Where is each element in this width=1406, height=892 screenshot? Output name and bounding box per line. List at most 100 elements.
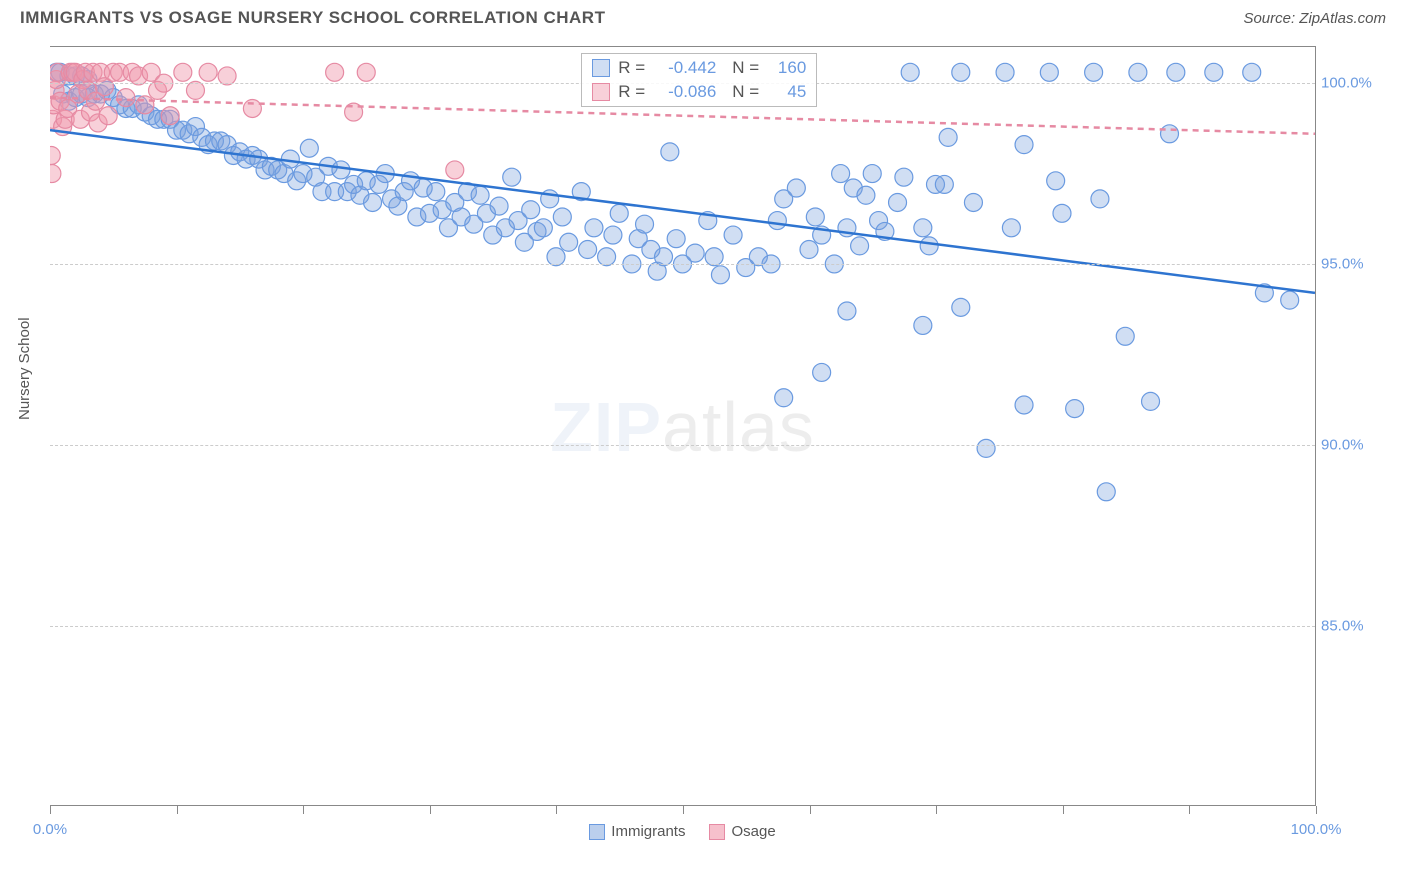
stats-r-label: R = [618,58,648,78]
data-point [1142,392,1160,410]
data-point [686,244,704,262]
data-point [604,226,622,244]
data-point [952,298,970,316]
data-point [1002,219,1020,237]
data-point [661,143,679,161]
data-point [655,248,673,266]
x-tick [177,806,178,814]
data-point [610,204,628,222]
stats-n-value: 160 [770,58,806,78]
data-point [851,237,869,255]
stats-n-value: 45 [770,82,806,102]
legend-swatch [589,824,605,840]
x-tick [936,806,937,814]
data-point [636,215,654,233]
data-point [1161,125,1179,143]
x-tick [303,806,304,814]
data-point [136,96,154,114]
y-tick-label: 95.0% [1321,256,1377,273]
data-point [199,63,217,81]
data-point [99,107,117,125]
grid-line [50,264,1315,265]
data-point [300,139,318,157]
legend-label: Immigrants [611,823,685,840]
data-point [1116,327,1134,345]
data-point [547,248,565,266]
data-point [1091,190,1109,208]
data-point [914,316,932,334]
data-point [446,161,464,179]
x-tick [1316,806,1317,814]
y-tick-label: 100.0% [1321,75,1377,92]
stats-swatch [592,83,610,101]
data-point [326,63,344,81]
legend-item: Osage [709,823,775,840]
data-point [857,186,875,204]
x-tick [430,806,431,814]
chart-area: ZIPatlas 85.0%90.0%95.0%100.0% 0.0%100.0… [50,46,1316,806]
x-tick [50,806,51,814]
bottom-legend: Immigrants Osage [50,823,1315,840]
data-point [50,146,60,164]
scatter-plot [50,47,1315,806]
data-point [357,63,375,81]
grid-line [50,445,1315,446]
data-point [1097,483,1115,501]
data-point [1047,172,1065,190]
stats-r-value: -0.442 [656,58,716,78]
data-point [838,302,856,320]
data-point [503,168,521,186]
y-axis-label: Nursery School [16,317,33,420]
data-point [1281,291,1299,309]
data-point [952,63,970,81]
data-point [560,233,578,251]
data-point [768,212,786,230]
stats-row: R = -0.442 N = 160 [582,56,816,80]
stats-r-value: -0.086 [656,82,716,102]
source-label: Source: ZipAtlas.com [1243,10,1386,27]
legend-swatch [709,824,725,840]
data-point [939,128,957,146]
chart-title: IMMIGRANTS VS OSAGE NURSERY SCHOOL CORRE… [20,8,605,28]
data-point [935,175,953,193]
x-tick [1063,806,1064,814]
data-point [1243,63,1261,81]
stats-n-label: N = [732,82,762,102]
data-point [332,161,350,179]
data-point [1015,136,1033,154]
data-point [1167,63,1185,81]
data-point [889,194,907,212]
data-point [863,165,881,183]
data-point [901,63,919,81]
data-point [585,219,603,237]
stats-n-label: N = [732,58,762,78]
data-point [711,266,729,284]
data-point [490,197,508,215]
x-tick [810,806,811,814]
data-point [161,107,179,125]
data-point [964,194,982,212]
data-point [787,179,805,197]
data-point [1205,63,1223,81]
data-point [117,89,135,107]
data-point [895,168,913,186]
data-point [579,241,597,259]
x-tick [556,806,557,814]
data-point [914,219,932,237]
data-point [724,226,742,244]
data-point [996,63,1014,81]
stats-r-label: R = [618,82,648,102]
stats-box: R = -0.442 N = 160 R = -0.086 N = 45 [581,53,817,107]
data-point [1040,63,1058,81]
data-point [813,363,831,381]
legend-item: Immigrants [589,823,685,840]
data-point [832,165,850,183]
data-point [522,201,540,219]
grid-line [50,626,1315,627]
data-point [553,208,571,226]
y-tick-label: 90.0% [1321,437,1377,454]
data-point [800,241,818,259]
data-point [775,389,793,407]
data-point [364,194,382,212]
data-point [920,237,938,255]
